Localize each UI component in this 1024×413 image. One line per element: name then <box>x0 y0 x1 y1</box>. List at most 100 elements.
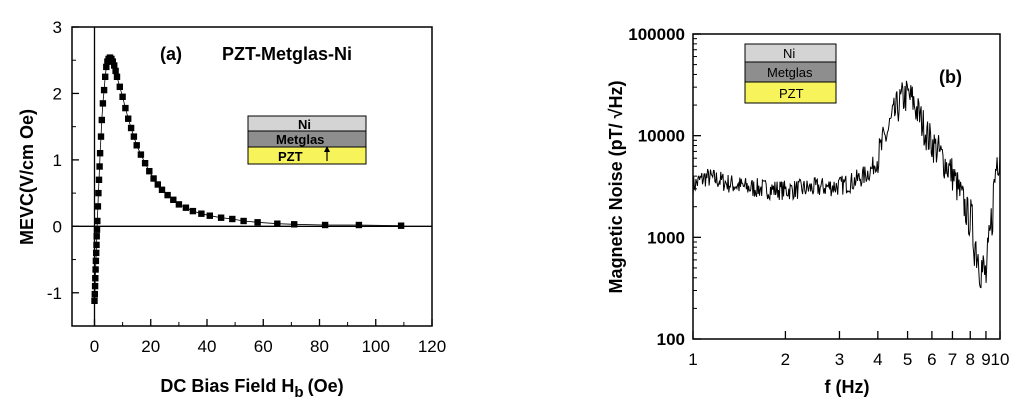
y-tick-label: 2 <box>53 84 62 103</box>
data-point <box>182 204 190 211</box>
data-point <box>198 210 205 217</box>
data-point <box>240 217 247 225</box>
data-point <box>122 104 129 112</box>
x-tick-label: 2 <box>781 350 790 369</box>
data-point <box>355 221 363 229</box>
data-point <box>93 249 100 257</box>
data-point <box>93 241 100 249</box>
panel-b-xlabel: f (Hz) <box>825 377 870 397</box>
polarization-arrowhead-icon <box>324 146 330 152</box>
x-tick-label: 60 <box>254 337 273 356</box>
y-tick-label: 10000 <box>638 127 685 146</box>
data-point <box>189 207 197 215</box>
data-point <box>137 151 145 158</box>
data-point <box>109 58 116 65</box>
x-tick-label: 100 <box>362 337 390 356</box>
data-point <box>158 186 166 193</box>
data-point <box>100 86 108 94</box>
data-point <box>111 62 118 69</box>
x-tick-label: 3 <box>835 350 844 369</box>
x-tick-label: 8 <box>966 350 975 369</box>
data-point <box>254 219 261 226</box>
x-tick-label: 0 <box>90 337 99 356</box>
x-tick-label: 40 <box>198 337 217 356</box>
panel-b-label: (b) <box>939 67 962 87</box>
data-point <box>274 220 281 227</box>
data-point <box>154 181 161 188</box>
panel-a-inset: Ni Metglas PZT <box>247 115 367 165</box>
inset-layer-pzt <box>247 146 367 165</box>
panel-b-inset: Ni Metglas PZT <box>744 43 837 104</box>
inset-label-ni: Ni <box>783 46 795 61</box>
panel-b-ylabel: Magnetic Noise (pT/ √Hz) <box>606 81 626 294</box>
x-tick-label: 5 <box>903 350 912 369</box>
data-point <box>91 282 99 290</box>
data-point <box>93 226 101 233</box>
x-tick-label: 20 <box>141 337 160 356</box>
panel-a-xlabel-sub: b <box>294 384 303 401</box>
panel-a: 0 20 40 60 80 100 120 -1 0 1 2 3 (a) PZT-Metglas-Ni… <box>17 18 446 401</box>
data-point <box>95 176 103 183</box>
data-point <box>96 163 103 170</box>
x-tick-label: 4 <box>873 350 882 369</box>
data-point <box>92 266 99 273</box>
data-point <box>141 160 149 167</box>
y-tick-label: 100 <box>657 330 685 349</box>
data-point <box>103 63 110 71</box>
data-point <box>206 212 213 219</box>
inset-label-metglas: Metglas <box>767 65 813 80</box>
data-point <box>113 73 121 80</box>
data-point <box>291 221 298 228</box>
x-tick-label: 10 <box>991 350 1010 369</box>
data-point <box>321 221 329 229</box>
data-point <box>93 233 100 240</box>
panel-b-frame <box>692 33 1001 340</box>
y-tick-label: 100000 <box>628 25 685 44</box>
panel-a-frame <box>71 26 433 327</box>
data-point <box>116 83 123 90</box>
data-point <box>150 175 157 182</box>
inset-label-ni: Ni <box>298 117 311 132</box>
x-tick-label: 9 <box>981 350 990 369</box>
x-tick-label: 1 <box>688 350 697 369</box>
data-point <box>146 168 153 175</box>
data-point <box>175 201 183 208</box>
data-point <box>229 215 236 223</box>
panel-b: 1 2 3 4 5 6 7 8 9 10 100 1000 10000 100000 (b) Ni Met… <box>606 25 1009 397</box>
y-tick-label: 0 <box>53 217 62 236</box>
data-point <box>397 222 405 229</box>
panel-b-series-line <box>692 80 1001 289</box>
x-tick-label: 80 <box>310 337 329 356</box>
y-tick-label: 1000 <box>647 228 685 247</box>
x-tick-label: 7 <box>948 350 957 369</box>
data-point <box>98 116 105 124</box>
panel-a-label: (a) <box>160 44 182 64</box>
data-point <box>95 189 102 197</box>
panel-b-ticks: 1 2 3 4 5 6 7 8 9 10 100 1000 10000 100000 <box>628 25 1009 369</box>
y-tick-label: -1 <box>47 284 62 303</box>
y-tick-label: 3 <box>53 18 62 37</box>
panel-a-ticks: 0 20 40 60 80 100 120 -1 0 1 2 3 <box>47 18 446 356</box>
data-point <box>164 191 171 199</box>
panel-a-ylabel: MEVC(V/cm Oe) <box>17 109 37 245</box>
inset-label-pzt: PZT <box>278 149 303 164</box>
data-point <box>119 93 126 100</box>
panel-a-marks <box>72 27 432 326</box>
inset-label-metglas: Metglas <box>276 132 324 147</box>
data-point <box>96 150 104 157</box>
data-point <box>92 257 100 265</box>
data-point <box>91 290 98 298</box>
inset-label-pzt: PZT <box>779 86 804 101</box>
data-point <box>127 124 135 132</box>
data-point <box>217 214 225 221</box>
data-point <box>130 133 138 140</box>
x-tick-label: 120 <box>418 337 446 356</box>
data-point <box>112 67 119 75</box>
inset-layer-pzt <box>744 81 837 104</box>
panel-a-title: PZT-Metglas-Ni <box>222 44 352 64</box>
series-line <box>94 57 402 301</box>
y-tick-label: 1 <box>53 151 62 170</box>
x-tick-label: 6 <box>927 350 936 369</box>
data-point <box>91 297 98 304</box>
